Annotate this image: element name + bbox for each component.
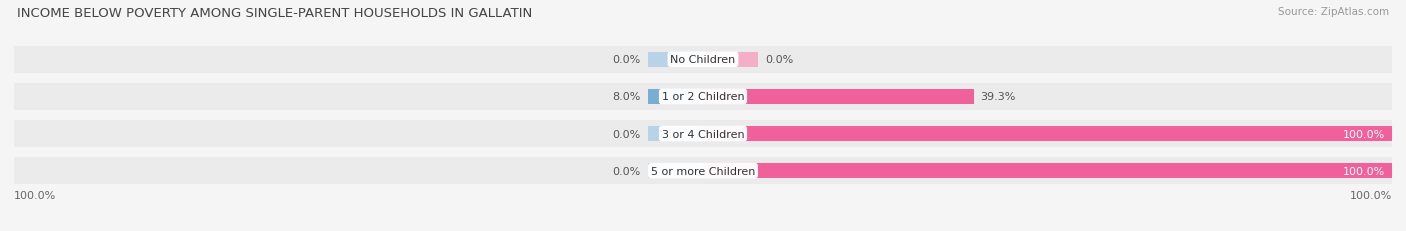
Text: 100.0%: 100.0% [1350,190,1392,200]
Text: 0.0%: 0.0% [613,55,641,65]
Bar [648,89,703,105]
Bar [14,84,1392,110]
Bar [14,47,1392,73]
Text: 5 or more Children: 5 or more Children [651,166,755,176]
Text: 100.0%: 100.0% [14,190,56,200]
Bar [14,121,1392,147]
Bar [648,163,703,179]
Bar [648,126,703,142]
Bar [703,89,974,105]
Bar [648,52,703,68]
Text: 100.0%: 100.0% [1343,129,1385,139]
Text: 0.0%: 0.0% [613,129,641,139]
Text: 39.3%: 39.3% [980,92,1017,102]
Text: 100.0%: 100.0% [1343,166,1385,176]
Bar [703,163,1392,179]
Text: 8.0%: 8.0% [613,92,641,102]
Text: 1 or 2 Children: 1 or 2 Children [662,92,744,102]
Text: 3 or 4 Children: 3 or 4 Children [662,129,744,139]
Text: INCOME BELOW POVERTY AMONG SINGLE-PARENT HOUSEHOLDS IN GALLATIN: INCOME BELOW POVERTY AMONG SINGLE-PARENT… [17,7,531,20]
Bar [14,158,1392,184]
Text: No Children: No Children [671,55,735,65]
Text: 0.0%: 0.0% [765,55,793,65]
Bar [703,52,758,68]
Text: 0.0%: 0.0% [613,166,641,176]
Text: Source: ZipAtlas.com: Source: ZipAtlas.com [1278,7,1389,17]
Bar [703,126,1392,142]
